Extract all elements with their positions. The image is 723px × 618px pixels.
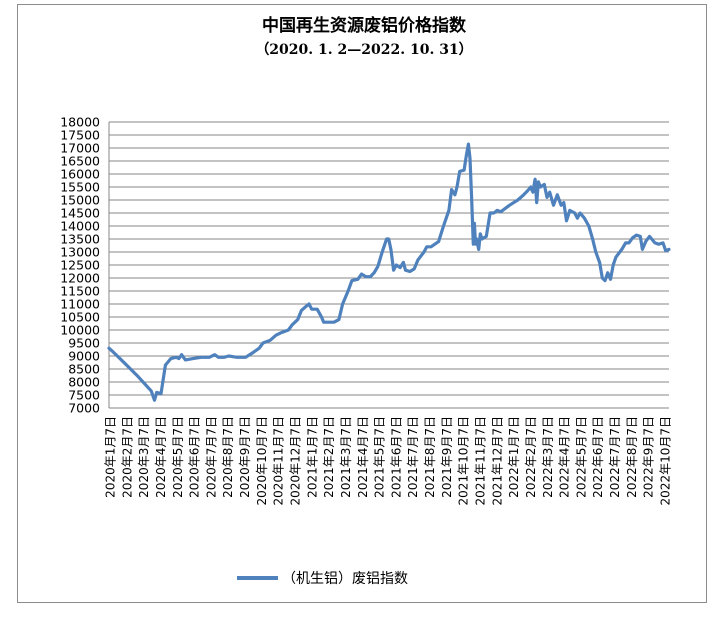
x-tick-label: 2022年5月7日 <box>574 416 588 498</box>
x-tick-label: 2020年4月7日 <box>154 416 168 498</box>
y-tick-label: 17500 <box>60 128 100 143</box>
x-tick-label: 2020年5月7日 <box>171 416 185 498</box>
y-tick-label: 8500 <box>68 362 100 377</box>
x-tick-label: 2022年4月7日 <box>558 416 572 498</box>
x-tick-label: 2020年12月7日 <box>289 416 303 505</box>
y-tick-label: 16500 <box>60 154 100 169</box>
y-tick-label: 9500 <box>68 336 100 351</box>
chart-title: 中国再生资源废铝价格指数 <box>262 15 467 36</box>
x-tick-label: 2022年7月7日 <box>608 416 622 498</box>
x-tick-label: 2021年7月7日 <box>406 416 420 498</box>
x-tick-label: 2022年2月7日 <box>524 416 538 498</box>
x-tick-label: 2020年7月7日 <box>204 416 218 498</box>
x-axis: 2020年1月7日 2020年2月7日 2020年3月7日 2020年4月7日 2020… <box>104 416 673 505</box>
y-tick-label: 11000 <box>60 297 100 312</box>
y-tick-label: 12000 <box>60 271 100 286</box>
x-tick-label: 2021年2月7日 <box>322 416 336 498</box>
legend-label: （机生铝）废铝指数 <box>282 571 408 587</box>
x-tick-label: 2022年1月7日 <box>507 416 521 498</box>
x-tick-label: 2021年12月7日 <box>490 416 504 505</box>
y-tick-label: 14500 <box>60 206 100 221</box>
x-tick-label: 2020年3月7日 <box>137 416 151 498</box>
grid-layer <box>109 121 669 409</box>
y-tick-label: 13500 <box>60 232 100 247</box>
y-tick-label: 7000 <box>68 401 100 416</box>
x-tick-label: 2020年8月7日 <box>221 416 235 498</box>
y-tick-label: 14000 <box>60 219 100 234</box>
x-tick-label: 2022年8月7日 <box>625 416 639 498</box>
y-tick-label: 17000 <box>60 141 100 156</box>
y-tick-label: 8000 <box>68 375 100 390</box>
x-tick-label: 2022年9月7日 <box>642 416 656 498</box>
y-tick-label: 13000 <box>60 245 100 260</box>
x-tick-label: 2021年11月7日 <box>474 416 488 505</box>
y-axis: 7000750080008500900095001000010500110001… <box>60 115 110 416</box>
x-tick-label: 2021年6月7日 <box>389 416 403 498</box>
y-tick-label: 10500 <box>60 310 100 325</box>
x-tick-label: 2020年2月7日 <box>120 416 134 498</box>
y-tick-label: 16000 <box>60 167 100 182</box>
x-tick-label: 2021年10月7日 <box>457 416 471 505</box>
x-tick-label: 2020年9月7日 <box>238 416 252 498</box>
y-tick-label: 12500 <box>60 258 100 273</box>
x-tick-label: 2022年6月7日 <box>591 416 605 498</box>
y-tick-label: 18000 <box>60 115 100 130</box>
y-tick-label: 11500 <box>60 284 100 299</box>
x-tick-label: 2020年10月7日 <box>255 416 269 505</box>
y-tick-label: 15000 <box>60 193 100 208</box>
x-tick-label: 2021年5月7日 <box>373 416 387 498</box>
x-tick-label: 2021年4月7日 <box>356 416 370 498</box>
x-tick-label: 2020年11月7日 <box>272 416 286 505</box>
x-tick-label: 2022年3月7日 <box>541 416 555 498</box>
series-layer <box>107 142 671 402</box>
y-tick-label: 10000 <box>60 323 100 338</box>
y-tick-label: 9000 <box>68 349 100 364</box>
y-tick-label: 15500 <box>60 180 100 195</box>
y-tick-label: 7500 <box>68 388 100 403</box>
chart-subtitle: （2020. 1. 2—2022. 10. 31） <box>255 42 472 58</box>
x-tick-label: 2021年1月7日 <box>305 416 319 498</box>
x-tick-label: 2022年10月7日 <box>659 416 673 505</box>
x-tick-label: 2021年8月7日 <box>423 416 437 498</box>
x-tick-label: 2021年3月7日 <box>339 416 353 498</box>
x-tick-label: 2021年9月7日 <box>440 416 454 498</box>
legend: （机生铝）废铝指数 <box>237 571 408 587</box>
x-tick-label: 2020年1月7日 <box>104 416 118 498</box>
series-line <box>107 142 671 402</box>
x-tick-label: 2020年6月7日 <box>188 416 202 498</box>
